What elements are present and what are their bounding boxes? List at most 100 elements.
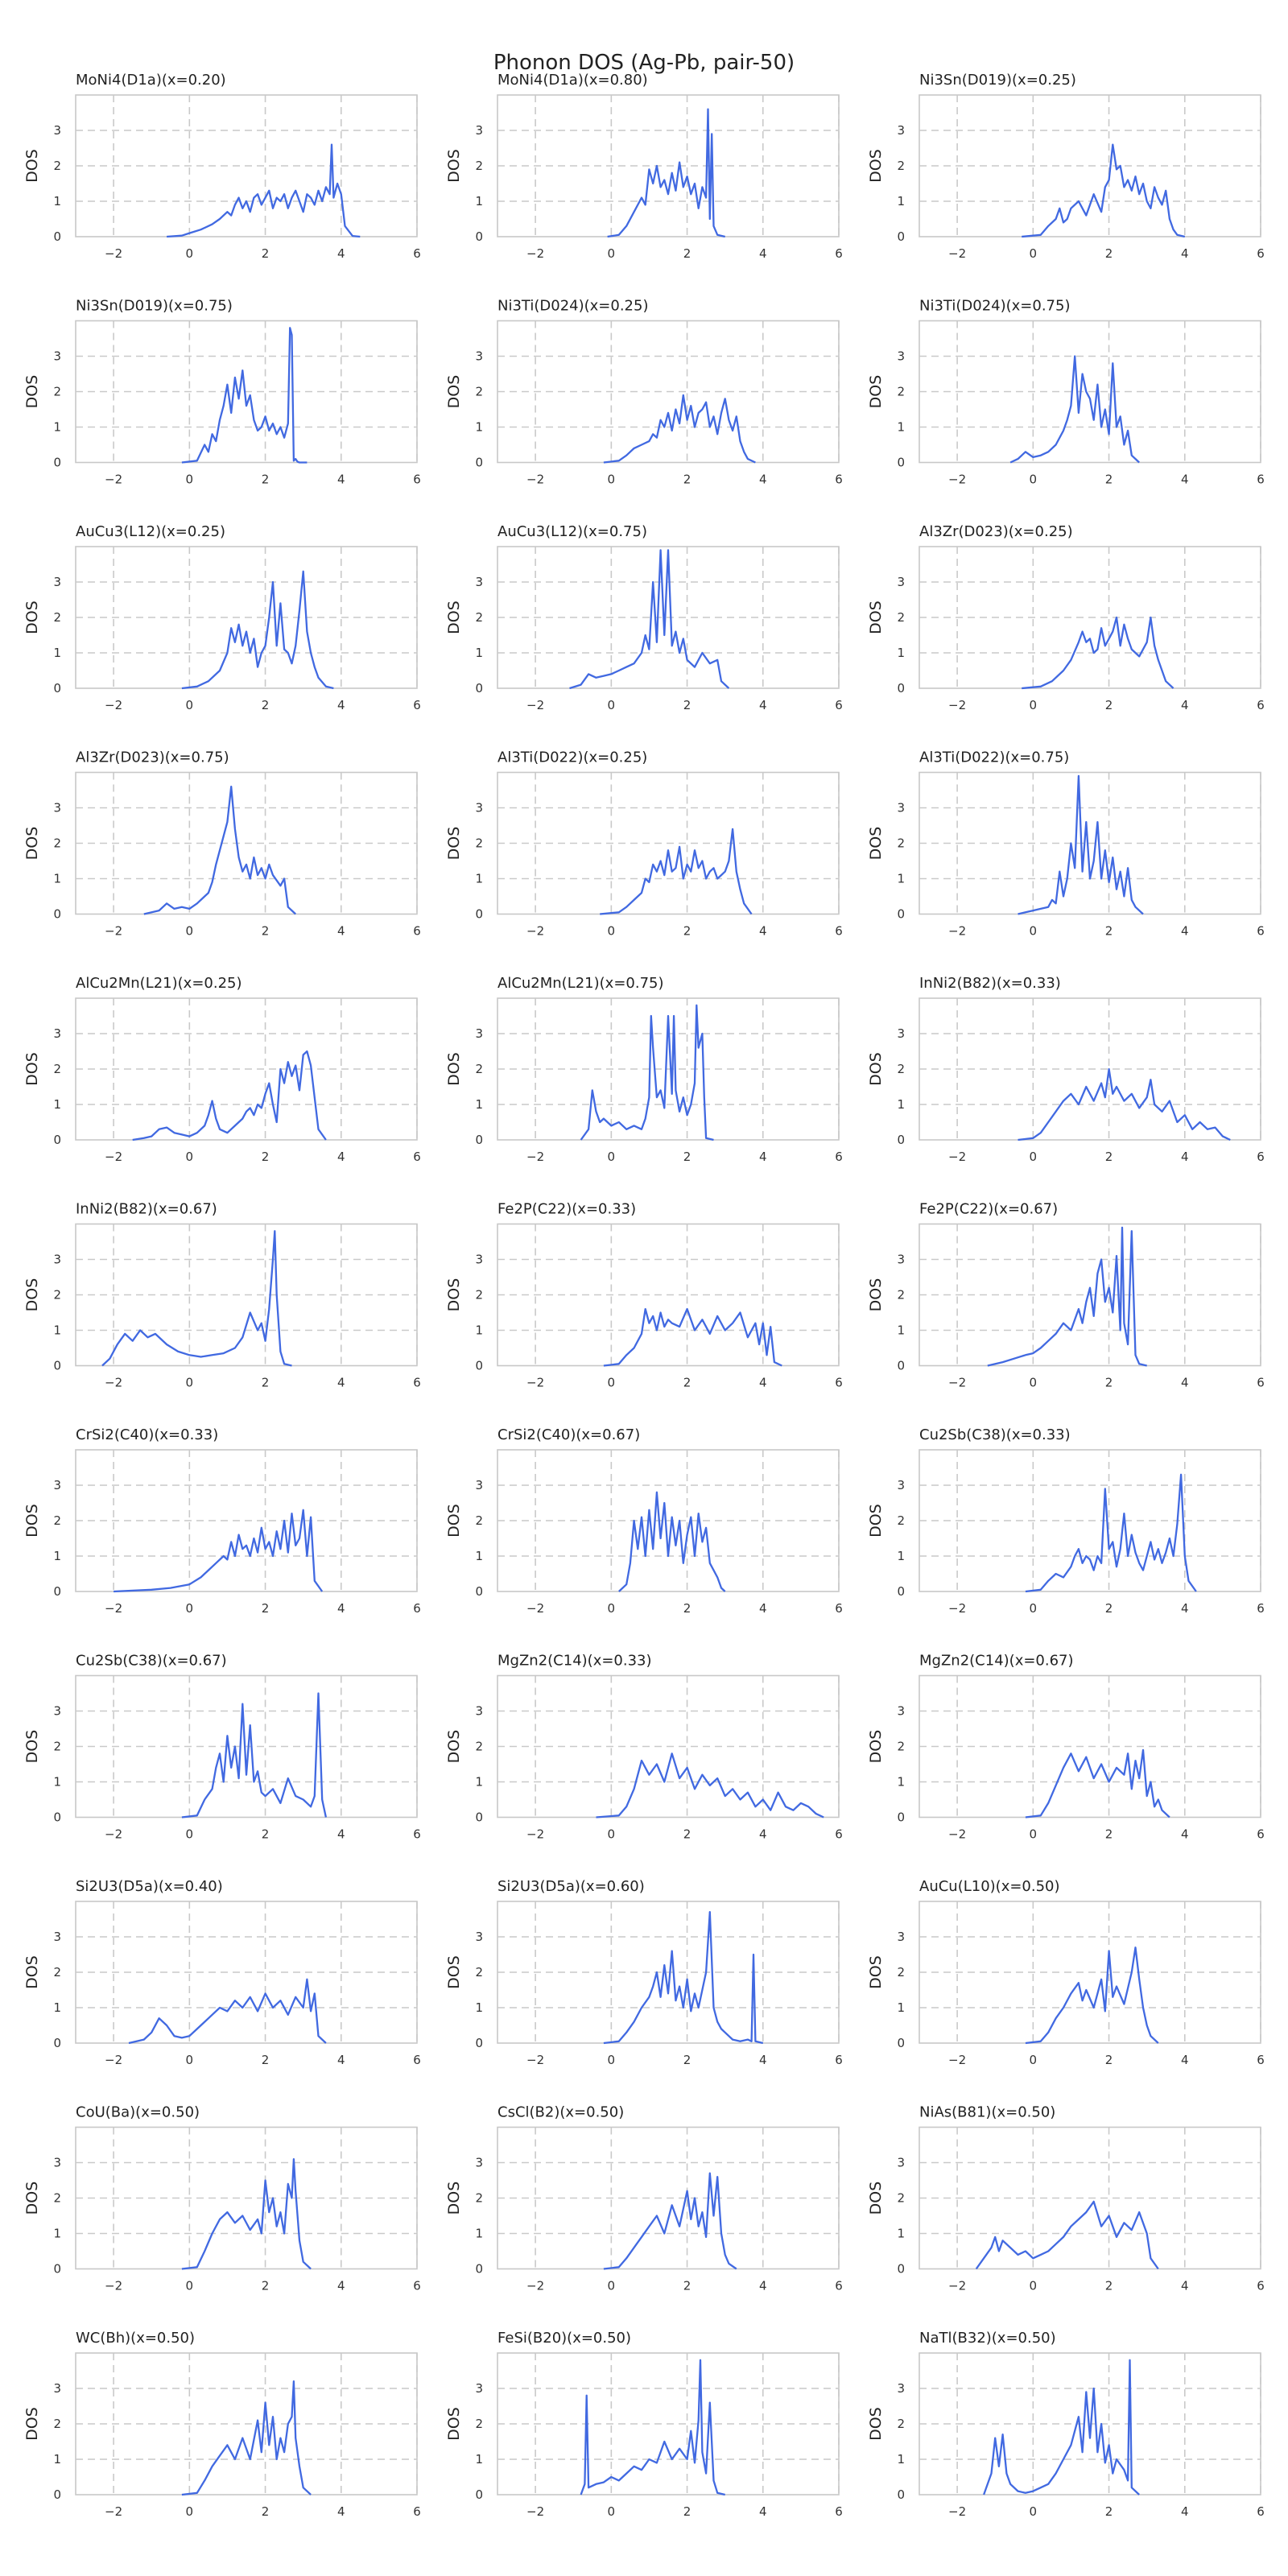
y-tick-label: 0 (53, 2036, 61, 2050)
subplot-title: Si2U3(D5a)(x=0.40) (76, 1878, 223, 1895)
subplot: Cu2Sb(C38)(x=0.67) −2 0 2 4 6 0 1 2 3 DOS (23, 1653, 421, 1842)
y-tick-label: 2 (53, 610, 61, 625)
y-tick-label: 2 (897, 1288, 905, 1302)
y-tick-label: 0 (475, 456, 483, 470)
y-tick-label: 1 (897, 1775, 905, 1790)
subplot: Ni3Sn(D019)(x=0.75) −2 0 2 4 6 0 1 2 3 DOS (23, 298, 421, 487)
y-tick-label: 3 (475, 123, 483, 138)
subplot: AlCu2Mn(L21)(x=0.25) −2 0 2 4 6 0 1 2 3 DOS (23, 975, 421, 1164)
x-tick-label: 2 (262, 698, 270, 712)
y-axis-label: DOS (867, 149, 885, 183)
dos-series-line (1009, 355, 1140, 464)
x-tick-label: 0 (608, 924, 616, 939)
subplot: MoNi4(D1a)(x=0.20) −2 0 2 4 6 0 1 2 3 DOS (23, 72, 421, 261)
dos-series-line (181, 570, 334, 690)
y-tick-label: 3 (897, 575, 905, 589)
y-tick-label: 2 (897, 2417, 905, 2431)
y-axis-label: DOS (445, 1955, 463, 1989)
y-tick-label: 3 (897, 1930, 905, 1944)
subplot-title: AuCu3(L12)(x=0.25) (76, 523, 225, 540)
y-tick-label: 3 (475, 1478, 483, 1492)
x-tick-label: 4 (1181, 1601, 1189, 1616)
y-tick-label: 0 (897, 1810, 905, 1825)
x-tick-label: 4 (759, 1376, 767, 1390)
y-tick-label: 3 (475, 2381, 483, 2396)
x-tick-label: 6 (413, 1150, 421, 1164)
x-tick-label: 4 (337, 2504, 345, 2519)
subplot-title: MoNi4(D1a)(x=0.20) (76, 72, 226, 89)
x-tick-label: −2 (526, 698, 544, 712)
subplot: CrSi2(C40)(x=0.33) −2 0 2 4 6 0 1 2 3 DOS (23, 1426, 421, 1616)
y-axis-label: DOS (23, 827, 41, 861)
dos-series-line (181, 1692, 328, 1818)
x-tick-label: −2 (948, 1601, 966, 1616)
dos-series-line (975, 2200, 1159, 2270)
x-tick-label: −2 (526, 2279, 544, 2293)
y-tick-label: 3 (53, 801, 61, 815)
x-tick-label: 4 (337, 698, 345, 712)
y-axis-label: DOS (445, 149, 463, 183)
y-axis-label: DOS (23, 1504, 41, 1538)
subplot-title: Al3Ti(D022)(x=0.25) (497, 749, 647, 766)
x-tick-label: 2 (683, 2504, 691, 2519)
dos-series-line (618, 1491, 726, 1592)
subplot: AlCu2Mn(L21)(x=0.75) −2 0 2 4 6 0 1 2 3 DOS (445, 975, 843, 1164)
y-tick-label: 0 (475, 681, 483, 696)
y-tick-label: 0 (897, 1584, 905, 1599)
x-tick-label: 2 (1105, 1827, 1113, 1842)
y-tick-label: 1 (475, 2452, 483, 2467)
y-tick-label: 0 (53, 1584, 61, 1599)
y-axis-label: DOS (867, 2182, 885, 2215)
y-tick-label: 0 (53, 2262, 61, 2277)
subplot-title: Cu2Sb(C38)(x=0.33) (919, 1426, 1071, 1443)
x-tick-label: −2 (105, 1376, 122, 1390)
x-tick-label: 2 (683, 924, 691, 939)
y-tick-label: 2 (53, 1288, 61, 1302)
y-axis-label: DOS (445, 375, 463, 409)
x-tick-label: −2 (948, 2504, 966, 2519)
subplot: WC(Bh)(x=0.50) −2 0 2 4 6 0 1 2 3 DOS (23, 2330, 421, 2519)
x-tick-label: 0 (608, 246, 616, 261)
y-tick-label: 1 (53, 872, 61, 886)
x-tick-label: −2 (948, 698, 966, 712)
subplot: Fe2P(C22)(x=0.33) −2 0 2 4 6 0 1 2 3 DOS (445, 1201, 843, 1390)
x-tick-label: 2 (683, 1827, 691, 1842)
y-tick-label: 2 (53, 1062, 61, 1076)
y-axis-label: DOS (23, 1730, 41, 1764)
dos-series-line (181, 2157, 312, 2270)
subplot: InNi2(B82)(x=0.33) −2 0 2 4 6 0 1 2 3 DOS (867, 975, 1265, 1164)
subplot: NaTl(B32)(x=0.50) −2 0 2 4 6 0 1 2 3 DOS (867, 2330, 1265, 2519)
x-tick-label: −2 (105, 924, 122, 939)
y-tick-label: 0 (475, 1810, 483, 1825)
x-tick-label: 4 (1181, 2504, 1189, 2519)
x-tick-label: 2 (262, 1376, 270, 1390)
x-tick-label: 6 (413, 698, 421, 712)
y-axis-label: DOS (867, 1730, 885, 1764)
y-tick-label: 1 (897, 1323, 905, 1338)
y-tick-label: 2 (897, 385, 905, 399)
x-tick-label: −2 (526, 2053, 544, 2067)
y-tick-label: 3 (53, 1930, 61, 1944)
x-tick-label: 6 (835, 246, 843, 261)
y-tick-label: 0 (475, 2036, 483, 2050)
x-tick-label: 2 (262, 2279, 270, 2293)
subplot-title: MgZn2(C14)(x=0.33) (497, 1653, 652, 1670)
dos-series-line (1018, 1067, 1231, 1141)
dos-series-line (603, 1307, 782, 1367)
y-tick-label: 1 (475, 646, 483, 660)
y-tick-label: 1 (897, 2452, 905, 2467)
y-tick-label: 1 (897, 420, 905, 435)
x-tick-label: 4 (337, 2053, 345, 2067)
subplot-title: InNi2(B82)(x=0.33) (919, 975, 1061, 992)
x-tick-label: −2 (105, 1827, 122, 1842)
subplot-title: Ni3Ti(D024)(x=0.25) (497, 298, 648, 315)
x-tick-label: 4 (759, 924, 767, 939)
figure-title: Phonon DOS (Ag-Pb, pair-50) (493, 51, 795, 75)
x-tick-label: 0 (186, 473, 194, 487)
subplot-title: Fe2P(C22)(x=0.67) (919, 1201, 1058, 1218)
y-tick-label: 0 (475, 907, 483, 922)
subplot: FeSi(B20)(x=0.50) −2 0 2 4 6 0 1 2 3 DOS (445, 2330, 843, 2519)
y-tick-label: 1 (53, 2452, 61, 2467)
x-tick-label: 0 (186, 924, 194, 939)
subplot: Si2U3(D5a)(x=0.40) −2 0 2 4 6 0 1 2 3 DOS (23, 1878, 421, 2067)
